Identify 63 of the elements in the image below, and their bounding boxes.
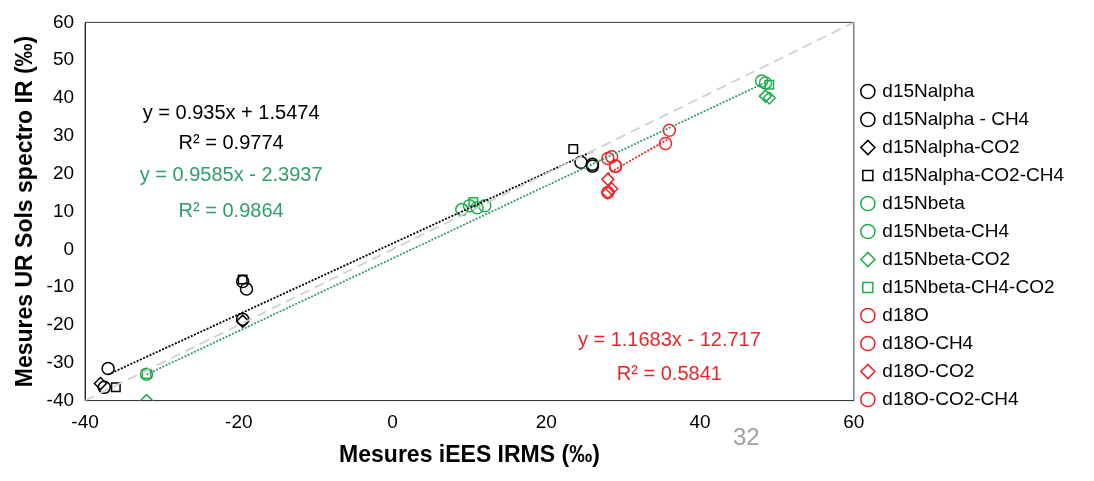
point (658, 136, 673, 151)
legend-label: d15Nbeta (882, 191, 966, 213)
point (462, 199, 477, 213)
y-tick-label: 10 (52, 199, 75, 221)
point (568, 144, 579, 155)
legend-label: d18O-CO2-CH4 (882, 387, 1019, 409)
point (758, 89, 773, 103)
point (758, 76, 773, 90)
y-tick-label: 50 (52, 48, 75, 70)
point (662, 123, 677, 137)
y-axis-title: Mesures UR Sols spectro IR (‰) (11, 35, 38, 388)
y-tick-label: 0 (63, 237, 75, 259)
annotation: y = 0.935x + 1.5474 (142, 100, 320, 123)
legend-label: d15Nbeta-CO2 (882, 247, 1011, 269)
y-tick-label: 20 (52, 161, 75, 183)
y-tick-label: -30 (46, 351, 75, 373)
legend-label: d15Nalpha (882, 79, 975, 101)
point (235, 274, 250, 289)
point (601, 172, 615, 187)
point (604, 182, 619, 196)
y-tick-label: 40 (52, 86, 75, 108)
point (455, 202, 469, 217)
legend-label: d18O-CO2 (882, 359, 975, 381)
point (97, 380, 112, 395)
x-axis-title: Mesures iEES IRMS (‰) (339, 440, 600, 467)
point (101, 361, 115, 376)
point (237, 274, 248, 285)
point (468, 197, 479, 208)
point (764, 79, 775, 90)
point (762, 91, 777, 105)
point (478, 199, 492, 213)
legend-label: d15Nalpha - CH4 (882, 107, 1030, 129)
point (239, 282, 254, 296)
annotation: R² = 0.9864 (178, 199, 284, 222)
point (601, 151, 615, 166)
text: 32 (732, 423, 760, 451)
y-tick-label: 30 (52, 124, 75, 146)
y-tick-label: -10 (46, 275, 75, 297)
point (574, 155, 588, 170)
annotation: R² = 0.5841 (616, 361, 722, 384)
legend-label: d15Nbeta-CH4-CO2 (882, 275, 1055, 297)
point (604, 149, 619, 164)
legend-label: d18O (882, 303, 929, 325)
annotation: R² = 0.9774 (178, 130, 284, 153)
legend-label: d18O-CH4 (882, 331, 974, 353)
x-tick-label: 60 (843, 411, 865, 433)
legend-label: d15Nalpha-CO2-CH4 (882, 163, 1065, 185)
point (110, 382, 121, 393)
x-tick-label: 0 (387, 411, 398, 433)
point (754, 74, 769, 88)
annotation: y = 0.9585x - 2.3937 (139, 163, 323, 186)
point (93, 376, 108, 391)
y-tick-label: -40 (46, 388, 75, 410)
x-tick-label: 20 (535, 411, 557, 433)
point (470, 200, 484, 215)
y-tick-label: -20 (46, 313, 75, 335)
x-tick-label: 40 (689, 411, 711, 433)
annotation: y = 1.1683x - 12.717 (577, 327, 761, 350)
x-tick-label: -40 (71, 411, 99, 433)
legend-label: d15Nbeta-CH4 (882, 219, 1010, 241)
legend-label: d15Nalpha-CO2 (882, 135, 1020, 157)
y-tick-label: 60 (52, 10, 75, 32)
x-tick-label: -20 (225, 411, 253, 433)
